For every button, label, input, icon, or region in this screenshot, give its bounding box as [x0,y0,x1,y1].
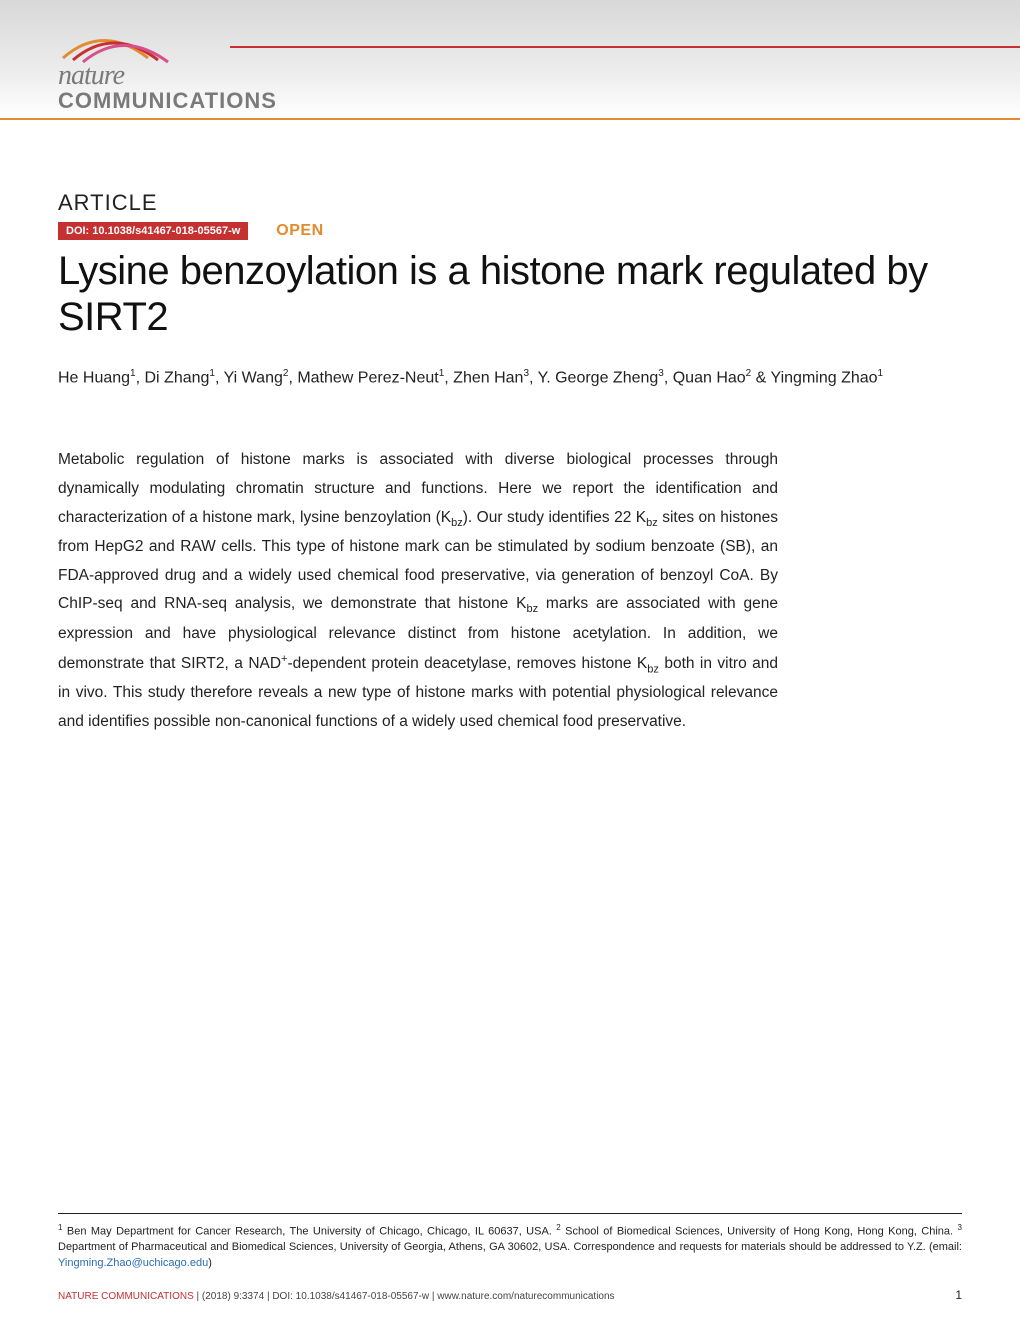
abstract-text: Metabolic regulation of histone marks is… [58,446,778,736]
journal-banner: nature COMMUNICATIONS [0,0,1020,120]
author-list: He Huang1, Di Zhang1, Yi Wang2, Mathew P… [58,366,958,390]
article-content: ARTICLE DOI: 10.1038/s41467-018-05567-w … [0,120,1020,737]
journal-logo: nature COMMUNICATIONS [58,18,277,114]
affiliations-divider [58,1213,962,1214]
article-type-label: ARTICLE [58,190,962,216]
logo-communications-text: COMMUNICATIONS [58,88,277,114]
swoosh-icon [58,18,238,66]
open-access-label: OPEN [276,222,323,240]
footer-journal-name: NATURE COMMUNICATIONS [58,1291,194,1302]
meta-row: DOI: 10.1038/s41467-018-05567-w OPEN [58,222,962,240]
doi-badge: DOI: 10.1038/s41467-018-05567-w [58,222,248,240]
affiliations-text: 1 Ben May Department for Cancer Research… [58,1222,962,1272]
article-title: Lysine benzoylation is a histone mark re… [58,248,962,340]
page-footer: 1 Ben May Department for Cancer Research… [58,1213,962,1302]
footer-citation-line: NATURE COMMUNICATIONS | (2018) 9:3374 | … [58,1288,962,1302]
footer-citation: | (2018) 9:3374 | DOI: 10.1038/s41467-01… [197,1291,615,1302]
footer-page-number: 1 [955,1288,962,1302]
banner-underline [230,46,1020,48]
